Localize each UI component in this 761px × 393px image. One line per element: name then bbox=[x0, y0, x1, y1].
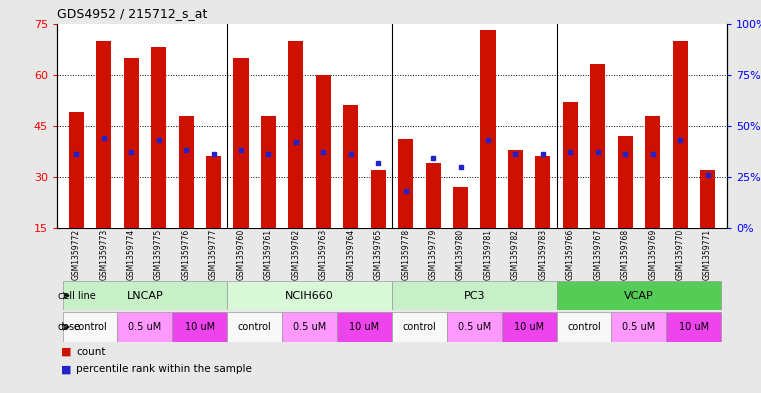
Text: GSM1359778: GSM1359778 bbox=[401, 229, 410, 280]
Text: count: count bbox=[76, 347, 106, 357]
Text: 0.5 uM: 0.5 uM bbox=[293, 322, 326, 332]
Text: GSM1359770: GSM1359770 bbox=[676, 229, 685, 280]
Bar bbox=[591, 64, 605, 228]
Bar bbox=[447, 312, 501, 342]
Text: GSM1359761: GSM1359761 bbox=[264, 229, 273, 280]
Text: GSM1359769: GSM1359769 bbox=[648, 229, 658, 280]
Bar bbox=[151, 48, 166, 228]
Bar bbox=[612, 312, 667, 342]
Bar bbox=[563, 102, 578, 228]
Bar bbox=[392, 312, 447, 342]
Bar bbox=[261, 116, 276, 228]
Bar bbox=[228, 312, 282, 342]
Bar bbox=[618, 136, 632, 228]
Bar bbox=[645, 116, 661, 228]
Text: GSM1359781: GSM1359781 bbox=[483, 229, 492, 280]
Bar bbox=[700, 170, 715, 228]
Text: GSM1359774: GSM1359774 bbox=[126, 229, 135, 280]
Text: control: control bbox=[237, 322, 272, 332]
Text: GSM1359766: GSM1359766 bbox=[566, 229, 575, 280]
Text: 0.5 uM: 0.5 uM bbox=[129, 322, 161, 332]
Text: GSM1359782: GSM1359782 bbox=[511, 229, 520, 280]
Bar bbox=[288, 40, 304, 228]
Bar bbox=[68, 112, 84, 228]
Bar bbox=[123, 58, 139, 228]
Bar bbox=[337, 312, 392, 342]
Text: GSM1359763: GSM1359763 bbox=[319, 229, 328, 280]
Bar bbox=[667, 312, 721, 342]
Text: GSM1359771: GSM1359771 bbox=[703, 229, 712, 280]
Bar bbox=[673, 40, 688, 228]
Bar bbox=[508, 150, 523, 228]
Text: ■: ■ bbox=[61, 364, 72, 375]
Text: VCAP: VCAP bbox=[624, 291, 654, 301]
Bar bbox=[282, 312, 337, 342]
Bar bbox=[343, 105, 358, 228]
Text: GSM1359775: GSM1359775 bbox=[154, 229, 163, 280]
Text: GSM1359767: GSM1359767 bbox=[594, 229, 602, 280]
Text: 10 uM: 10 uM bbox=[349, 322, 380, 332]
Bar bbox=[556, 281, 721, 310]
Bar bbox=[501, 312, 556, 342]
Text: GDS4952 / 215712_s_at: GDS4952 / 215712_s_at bbox=[57, 7, 208, 20]
Bar bbox=[535, 156, 550, 228]
Text: GSM1359764: GSM1359764 bbox=[346, 229, 355, 280]
Bar bbox=[62, 281, 228, 310]
Text: cell line: cell line bbox=[58, 291, 95, 301]
Text: GSM1359777: GSM1359777 bbox=[209, 229, 218, 280]
Text: 10 uM: 10 uM bbox=[514, 322, 544, 332]
Text: 10 uM: 10 uM bbox=[679, 322, 709, 332]
Text: GSM1359783: GSM1359783 bbox=[538, 229, 547, 280]
Text: 10 uM: 10 uM bbox=[185, 322, 215, 332]
Text: GSM1359760: GSM1359760 bbox=[237, 229, 246, 280]
Text: GSM1359776: GSM1359776 bbox=[182, 229, 190, 280]
Bar bbox=[96, 40, 111, 228]
Text: dose: dose bbox=[58, 322, 81, 332]
Text: control: control bbox=[567, 322, 601, 332]
Bar bbox=[179, 116, 193, 228]
Text: GSM1359768: GSM1359768 bbox=[621, 229, 629, 280]
Text: GSM1359773: GSM1359773 bbox=[99, 229, 108, 280]
Text: control: control bbox=[73, 322, 107, 332]
Text: PC3: PC3 bbox=[463, 291, 485, 301]
Bar bbox=[398, 140, 413, 228]
Text: GSM1359765: GSM1359765 bbox=[374, 229, 383, 280]
Text: 0.5 uM: 0.5 uM bbox=[622, 322, 655, 332]
Bar bbox=[234, 58, 249, 228]
Text: GSM1359772: GSM1359772 bbox=[72, 229, 81, 280]
Text: LNCAP: LNCAP bbox=[126, 291, 164, 301]
Bar bbox=[425, 163, 441, 228]
Bar bbox=[392, 281, 556, 310]
Text: ■: ■ bbox=[61, 347, 72, 357]
Bar bbox=[228, 281, 392, 310]
Bar bbox=[62, 312, 117, 342]
Text: GSM1359779: GSM1359779 bbox=[428, 229, 438, 280]
Bar bbox=[117, 312, 172, 342]
Bar bbox=[556, 312, 612, 342]
Bar bbox=[172, 312, 228, 342]
Text: 0.5 uM: 0.5 uM bbox=[457, 322, 491, 332]
Bar bbox=[453, 187, 468, 228]
Text: GSM1359780: GSM1359780 bbox=[456, 229, 465, 280]
Text: percentile rank within the sample: percentile rank within the sample bbox=[76, 364, 252, 375]
Text: control: control bbox=[403, 322, 436, 332]
Bar bbox=[371, 170, 386, 228]
Bar bbox=[316, 75, 331, 228]
Text: GSM1359762: GSM1359762 bbox=[291, 229, 301, 280]
Bar bbox=[480, 30, 495, 228]
Bar bbox=[206, 156, 221, 228]
Text: NCIH660: NCIH660 bbox=[285, 291, 334, 301]
